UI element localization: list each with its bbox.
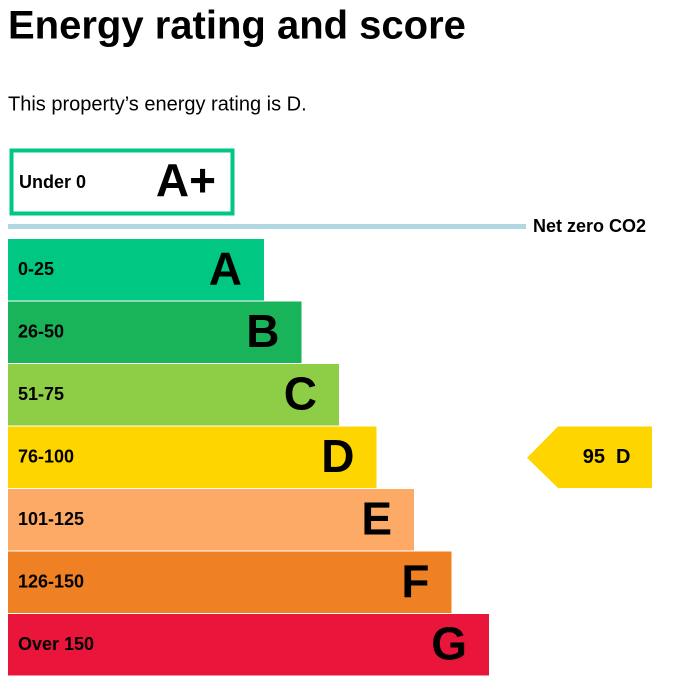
title: Energy rating and score (8, 4, 466, 48)
band-bar (8, 239, 264, 301)
band-range: 26-50 (18, 322, 64, 342)
band-letter: D (321, 430, 354, 482)
net-zero-label: Net zero CO2 (533, 216, 646, 236)
band-letter: F (401, 555, 429, 607)
description: This property’s energy rating is D. (8, 93, 307, 115)
top-band-box (9, 148, 235, 216)
band-range: 51-75 (18, 384, 64, 404)
band-letter: G (431, 617, 467, 669)
current-letter: D (616, 446, 630, 468)
band-bar (8, 426, 377, 488)
band-range: 126-150 (18, 572, 84, 592)
band-bar (8, 551, 452, 613)
current-rating-arrow (527, 426, 652, 488)
band-range: Over 150 (18, 634, 94, 654)
band-range: 101-125 (18, 509, 84, 529)
band-bar (8, 364, 339, 426)
top-band-range: Under 0 (19, 172, 86, 192)
band-range: 76-100 (18, 447, 74, 467)
top-band-letter: A+ (156, 154, 216, 206)
band-letter: C (284, 367, 317, 419)
band-bar (8, 614, 489, 676)
rating-chart: Under 0 A+ Net zero CO2 0-25 A 26-50 B 51-75 C 76… (8, 148, 652, 676)
band-bar (8, 301, 302, 363)
band-letter: E (361, 492, 392, 544)
current-score: 95 (583, 446, 605, 468)
band-range: 0-25 (18, 259, 54, 279)
band-bar (8, 489, 414, 551)
band-letter: B (246, 305, 279, 357)
band-letter: A (209, 242, 242, 294)
